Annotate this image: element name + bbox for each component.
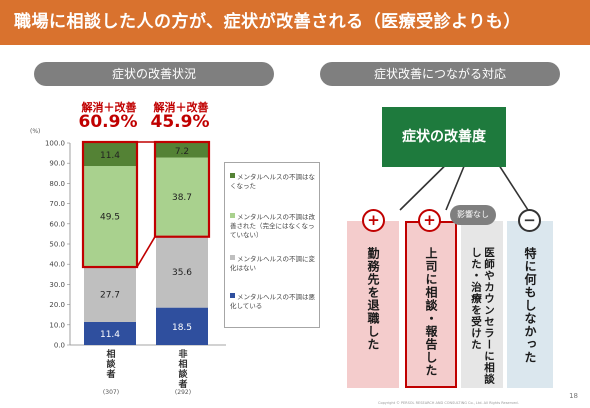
left-section-header: 症状の改善状況	[34, 62, 274, 86]
y-tick-label: 0.0	[54, 342, 65, 350]
factor-text-doctor: 医師やカウンセラーに相談した・治療を受けた	[470, 247, 495, 385]
page-number: 18	[569, 392, 578, 400]
callout-value-consulted: 60.9%	[78, 112, 138, 132]
bar-data-label: 18.5	[172, 323, 192, 333]
y-tick-label: 20.0	[49, 301, 65, 309]
factor-column-bg	[461, 221, 503, 388]
bar-segment	[156, 157, 208, 236]
sample-size-consulted: (307)	[102, 389, 120, 396]
positive-effect-icon: +	[362, 209, 385, 232]
no-impact-badge: 影響なし	[450, 205, 496, 225]
bar-data-label: 11.4	[100, 330, 120, 340]
legend-swatch	[230, 173, 235, 178]
bar-data-label: 49.5	[100, 213, 120, 223]
sample-size-not-consulted: (292)	[174, 389, 192, 396]
bar-segment	[156, 235, 208, 308]
page-title: 職場に相談した人の方が、症状が改善される（医療受診よりも）	[0, 0, 590, 45]
bar-segment	[156, 307, 208, 345]
bar-segment	[84, 266, 136, 322]
improvement-degree-box: 症状の改善度	[382, 107, 506, 167]
y-axis-unit: (%)	[30, 128, 40, 135]
factor-column-did-nothing: 特に何もしなかった	[507, 221, 559, 388]
x-category-not-consulted: 非相談者	[178, 350, 188, 390]
legend-text: メンタルヘルスの不調は悪化している	[230, 293, 315, 310]
factor-column-bg	[347, 221, 399, 388]
x-category-consulted: 相談者	[106, 350, 116, 380]
factor-column-bg	[507, 221, 553, 388]
y-tick-label: 90.0	[49, 160, 65, 168]
callout-label-not-consulted: 解消＋改善	[153, 101, 209, 114]
bar-data-label: 27.7	[100, 290, 120, 300]
highlight-connector-bottom	[136, 236, 156, 268]
factor-column-doctor: 医師やカウンセラーに相談した・治療を受けた	[461, 221, 513, 388]
y-tick-label: 40.0	[49, 261, 65, 269]
chart-legend: メンタルヘルスの不調はなくなった メンタルヘルスの不調は改善された（完全にはなく…	[224, 162, 320, 328]
legend-swatch	[230, 293, 235, 298]
legend-item-improved: メンタルヘルスの不調は改善された（完全にはなくなっていない）	[230, 213, 318, 240]
bar-data-label: 11.4	[100, 151, 120, 161]
legend-swatch	[230, 255, 235, 260]
legend-text: メンタルヘルスの不調に変化はない	[230, 255, 315, 272]
legend-item-resolved: メンタルヘルスの不調はなくなった	[230, 173, 318, 191]
factor-text-consulted-boss: 上司に相談・報告した	[424, 247, 438, 377]
positive-effect-icon: +	[418, 209, 441, 232]
bar-data-label: 38.7	[172, 193, 192, 203]
legend-swatch	[230, 213, 235, 218]
negative-effect-icon: −	[518, 209, 541, 232]
callout-value-not-consulted: 45.9%	[150, 112, 210, 132]
y-tick-label: 70.0	[49, 200, 65, 208]
highlight-outline	[153, 140, 211, 238]
y-tick-label: 50.0	[49, 241, 65, 249]
bar-data-label: 35.6	[172, 268, 192, 278]
factor-column-consulted-boss: 上司に相談・報告した	[405, 221, 457, 388]
legend-text: メンタルヘルスの不調は改善された（完全にはなくなっていない）	[230, 213, 315, 239]
highlight-outline	[81, 140, 139, 269]
y-tick-label: 100.0	[45, 140, 65, 148]
legend-item-worsened: メンタルヘルスの不調は悪化している	[230, 293, 318, 311]
bar-segment	[156, 143, 208, 158]
bar-segment	[84, 321, 136, 345]
bar-segment	[84, 166, 136, 267]
factor-column-retired: 勤務先を退職した	[347, 221, 399, 388]
factor-column-bg	[405, 221, 457, 388]
factor-text-retired: 勤務先を退職した	[366, 247, 380, 351]
legend-text: メンタルヘルスの不調はなくなった	[230, 173, 315, 190]
copyright-text: Copyright © PERSOL RESEARCH AND CONSULTI…	[378, 401, 519, 405]
right-section-header: 症状改善につながる対応	[320, 62, 560, 86]
callout-label-consulted: 解消＋改善	[81, 101, 137, 114]
legend-item-unchanged: メンタルヘルスの不調に変化はない	[230, 255, 318, 273]
bar-data-label: 7.2	[175, 147, 189, 157]
y-tick-label: 10.0	[49, 321, 65, 329]
y-tick-label: 30.0	[49, 281, 65, 289]
y-tick-label: 60.0	[49, 220, 65, 228]
bar-segment	[84, 143, 136, 167]
factor-text-did-nothing: 特に何もしなかった	[523, 247, 537, 364]
y-tick-label: 80.0	[49, 180, 65, 188]
